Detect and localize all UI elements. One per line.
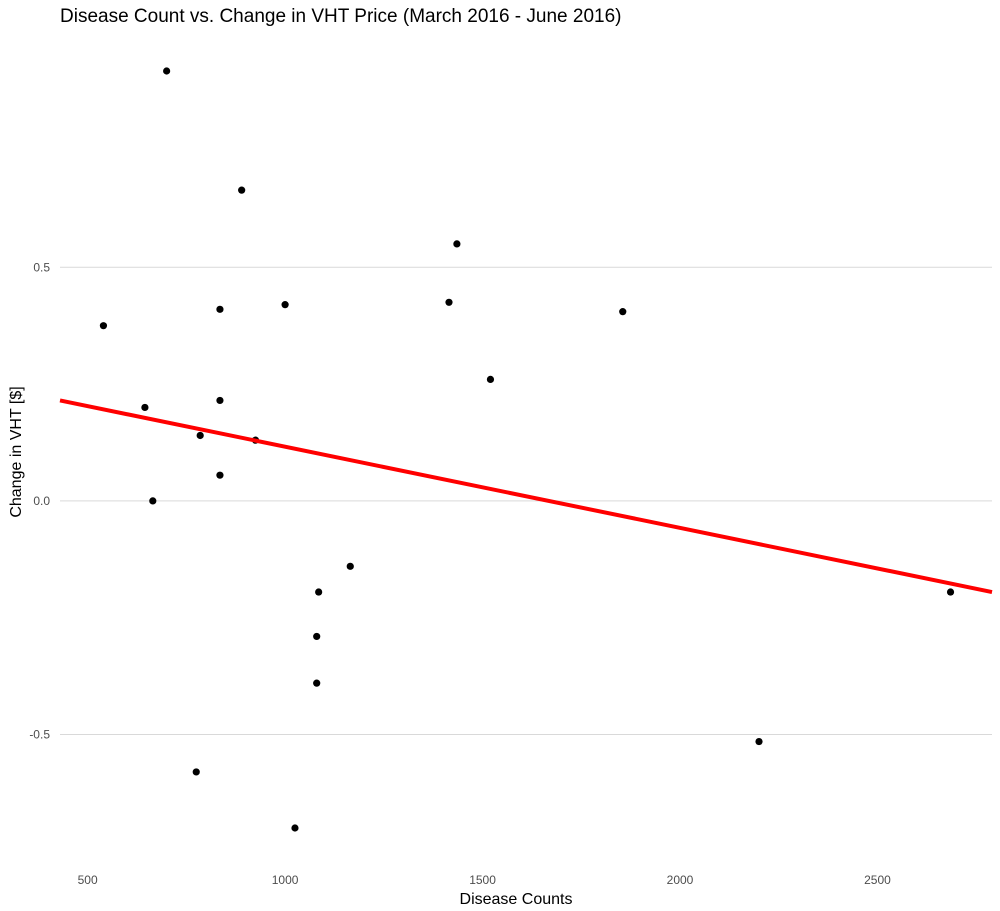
x-tick-label: 2000	[667, 873, 694, 887]
regression-line-group	[59, 398, 993, 594]
data-point	[291, 824, 299, 832]
data-point	[196, 431, 204, 440]
data-point	[216, 305, 224, 313]
x-tick-label: 2500	[864, 873, 891, 887]
x-axis-title: Disease Counts	[460, 891, 573, 908]
x-tick-label: 500	[78, 873, 98, 887]
data-point	[99, 322, 108, 330]
data-point	[755, 737, 763, 746]
y-tick-label: 0.5	[33, 260, 50, 274]
y-axis-ticks: -0.5 0.0 0.5	[29, 260, 50, 741]
data-point	[216, 396, 224, 405]
data-point	[141, 403, 149, 412]
chart-title: Disease Count vs. Change in VHT Price (M…	[60, 6, 622, 27]
data-point	[486, 375, 495, 384]
data-point	[619, 308, 627, 316]
data-point	[313, 679, 321, 687]
x-tick-label: 1000	[272, 873, 299, 887]
data-point	[192, 768, 200, 776]
data-point	[946, 588, 955, 596]
data-point	[453, 240, 461, 248]
y-axis-title: Change in VHT [$]	[8, 386, 25, 517]
data-point	[216, 471, 224, 479]
x-axis-ticks: 500 1000 1500 2000 2500	[78, 873, 892, 887]
data-point	[313, 632, 321, 641]
data-point	[445, 298, 453, 306]
data-point	[238, 186, 246, 194]
data-point	[346, 562, 354, 570]
y-tick-label: -0.5	[29, 728, 50, 742]
data-point	[149, 497, 157, 505]
data-points	[99, 67, 955, 832]
x-tick-label: 1500	[469, 873, 496, 887]
data-point	[163, 67, 171, 75]
grid-lines	[60, 266, 992, 736]
y-tick-label: 0.0	[33, 494, 50, 508]
data-point	[281, 301, 289, 309]
data-point	[315, 588, 323, 596]
regression-line	[59, 398, 993, 594]
